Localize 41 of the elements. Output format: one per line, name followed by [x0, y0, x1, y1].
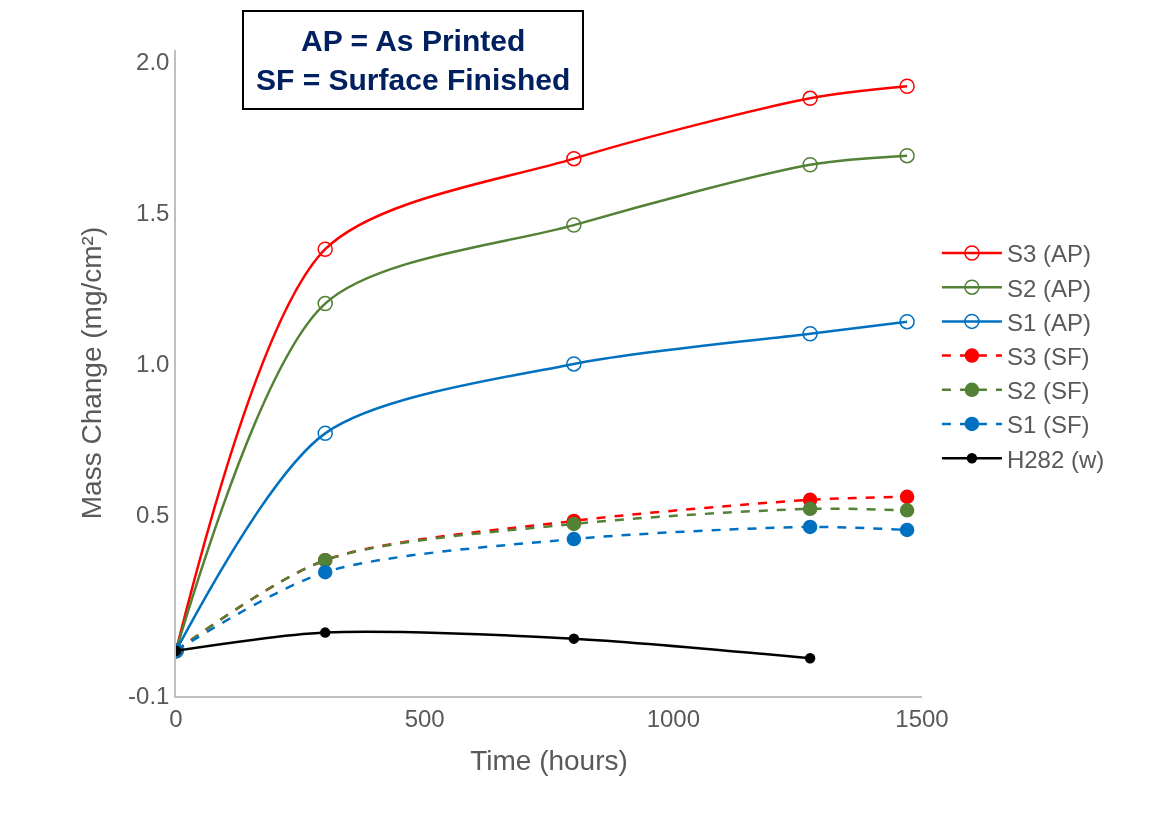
point — [802, 501, 818, 517]
legend-label: S2 (AP) — [1006, 274, 1091, 302]
legend-label: S1 (AP) — [1006, 308, 1091, 336]
point — [899, 503, 915, 518]
point — [566, 531, 582, 547]
point — [804, 653, 816, 664]
point — [317, 425, 333, 442]
point — [566, 217, 582, 233]
point — [317, 564, 333, 580]
point — [899, 522, 915, 538]
y-tick-label: -0.1 — [128, 682, 170, 710]
point — [899, 147, 915, 164]
x-axis-title: Time (hours) — [470, 745, 628, 777]
legend-label: H282 (w) — [1006, 445, 1105, 473]
legend-label: S2 (SF) — [1006, 377, 1090, 405]
point — [317, 241, 333, 257]
point — [899, 313, 915, 330]
point — [568, 633, 580, 644]
point — [319, 627, 331, 638]
point — [802, 519, 818, 535]
point — [802, 90, 818, 107]
x-tick-label: 500 — [404, 704, 445, 732]
legend-label: S1 (SF) — [1006, 411, 1090, 439]
x-tick-label: 1500 — [895, 704, 949, 732]
point — [566, 150, 582, 167]
y-tick-label: 1.5 — [136, 199, 170, 227]
y-tick-label: 0.5 — [136, 501, 170, 529]
x-tick-label: 1000 — [646, 704, 701, 732]
x-tick-label: 0 — [169, 704, 183, 732]
y-tick-label: 2.0 — [136, 48, 170, 76]
point — [566, 356, 582, 372]
annotation: AP = As Printed SF = Surface Finished — [256, 24, 571, 96]
point — [899, 78, 915, 94]
point — [899, 489, 915, 505]
legend-label: S3 (AP) — [1006, 240, 1091, 268]
y-tick-label: 1.0 — [136, 350, 170, 378]
point — [802, 326, 818, 342]
point — [317, 295, 333, 312]
legend-label: S3 (SF) — [1006, 342, 1090, 370]
point — [802, 156, 818, 173]
y-axis-title: Mass Change (mg/cm²) — [76, 226, 108, 520]
